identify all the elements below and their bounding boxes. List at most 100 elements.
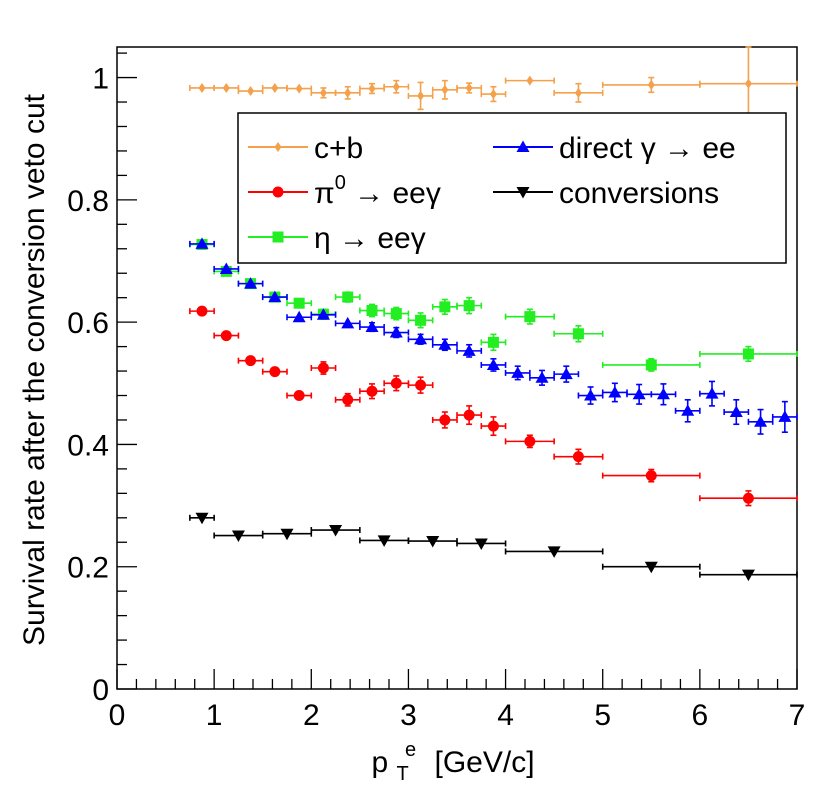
data-marker <box>316 308 330 320</box>
data-point <box>699 569 798 582</box>
legend-entry-3: direct γ → ee <box>493 132 736 165</box>
data-marker <box>342 394 354 406</box>
legend-label: π0 → eeγ <box>314 172 441 210</box>
data-marker <box>247 86 255 97</box>
legend-marker <box>272 231 284 243</box>
data-point <box>699 490 798 507</box>
data-point <box>261 82 288 93</box>
data-marker <box>778 410 792 422</box>
x-tick-label: 0 <box>109 699 126 732</box>
data-marker <box>390 308 402 320</box>
data-marker <box>644 561 658 574</box>
y-tick-label: 0.2 <box>67 552 109 585</box>
data-point <box>456 405 483 426</box>
data-point <box>456 296 483 315</box>
legend-marker <box>516 140 530 152</box>
data-marker <box>366 385 378 397</box>
data-point <box>601 382 628 403</box>
data-point <box>431 338 458 352</box>
data-point <box>213 262 240 274</box>
data-marker <box>632 387 646 400</box>
data-point <box>480 85 507 103</box>
x-axis-title-main: p <box>371 746 388 779</box>
data-point <box>456 82 483 94</box>
data-point <box>286 297 313 309</box>
data-marker <box>486 358 500 370</box>
legend-marker <box>272 186 284 198</box>
data-point <box>553 448 604 465</box>
data-point <box>189 237 215 249</box>
data-point <box>310 87 337 99</box>
data-marker <box>295 83 303 94</box>
data-marker <box>293 297 305 309</box>
data-marker <box>463 409 475 421</box>
data-marker <box>344 87 352 98</box>
legend-entry-2: η → eeγ <box>248 222 426 255</box>
data-point <box>480 358 507 372</box>
data-point <box>383 375 410 392</box>
legend-marker <box>516 187 530 199</box>
data-marker <box>269 366 281 378</box>
data-marker <box>547 546 561 558</box>
data-marker <box>426 536 440 548</box>
data-marker <box>196 305 208 317</box>
x-axis-title-sub: T <box>396 763 408 785</box>
data-point <box>359 82 385 95</box>
data-point <box>310 361 337 375</box>
data-marker <box>195 512 209 525</box>
x-tick-label: 1 <box>206 699 223 732</box>
data-point <box>213 330 240 342</box>
data-point <box>310 308 337 320</box>
data-marker <box>744 78 752 89</box>
data-point <box>577 386 604 405</box>
data-marker <box>389 326 403 338</box>
legend-label-main: π <box>314 177 335 210</box>
data-marker <box>524 435 536 447</box>
data-point <box>601 561 701 574</box>
data-marker <box>439 301 451 313</box>
data-point <box>310 525 361 537</box>
data-marker <box>198 82 206 93</box>
x-tick-label: 2 <box>303 699 320 732</box>
data-marker <box>222 82 230 93</box>
data-point <box>407 332 434 345</box>
data-marker <box>462 344 476 356</box>
data-marker <box>681 404 695 416</box>
data-point <box>383 326 410 339</box>
data-marker <box>742 492 754 504</box>
series-1 <box>189 305 798 507</box>
x-tick-label: 3 <box>400 699 417 732</box>
data-marker <box>741 569 755 582</box>
data-point <box>407 536 458 548</box>
data-marker <box>487 420 499 432</box>
data-point <box>504 308 555 325</box>
data-point <box>771 400 798 434</box>
data-point <box>286 390 313 402</box>
data-point <box>674 398 701 423</box>
data-marker <box>280 528 294 541</box>
data-marker <box>465 82 473 93</box>
data-marker <box>584 389 598 401</box>
legend-entry-1: π0 → eeγ <box>248 172 441 210</box>
data-marker <box>645 359 657 371</box>
series-3 <box>189 237 798 435</box>
data-marker <box>441 84 449 95</box>
data-point <box>359 383 385 400</box>
data-point <box>650 383 677 406</box>
data-marker <box>319 87 327 98</box>
data-point <box>213 82 240 93</box>
data-point <box>431 79 458 100</box>
data-marker <box>231 530 245 543</box>
data-marker <box>608 385 622 398</box>
data-marker <box>647 79 655 90</box>
data-marker <box>317 362 329 374</box>
data-marker <box>572 328 584 340</box>
data-point <box>359 303 385 318</box>
legend-label-rest: → eeγ <box>346 177 441 210</box>
data-point <box>504 75 555 86</box>
data-point <box>553 365 580 383</box>
data-point <box>699 380 725 407</box>
data-marker <box>535 371 549 383</box>
data-point <box>504 546 604 558</box>
